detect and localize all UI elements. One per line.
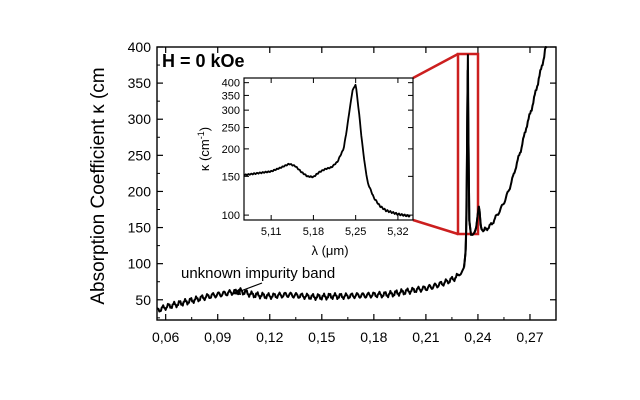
inset-x-tick-label: 5,18 <box>303 226 324 238</box>
main-x-tick-label: 0,12 <box>256 329 283 345</box>
inset-x-axis-label: λ (μm) <box>311 243 348 258</box>
main-x-tick-label: 0,24 <box>464 329 491 345</box>
main-y-tick-label: 350 <box>128 75 152 91</box>
zoom-connector-bottom <box>412 218 459 236</box>
inset-plot-frame <box>243 77 414 221</box>
main-y-tick-label: 100 <box>128 256 152 272</box>
inset-y-tick-label: 300 <box>222 105 240 117</box>
main-plot-frame <box>156 46 557 321</box>
main-x-tick-label: 0,15 <box>308 329 335 345</box>
main-y-tick-label: 400 <box>128 39 152 55</box>
main-y-tick-label: 200 <box>128 183 152 199</box>
impurity-band-annotation: unknown impurity band <box>181 265 335 282</box>
main-x-tick-label: 0,09 <box>204 329 231 345</box>
main-sharp-peak <box>463 54 486 268</box>
inset-y-tick-label: 350 <box>222 90 240 102</box>
main-y-tick-label: 250 <box>128 147 152 163</box>
inset-x-tick-label: 5,11 <box>261 226 282 238</box>
zoom-region-box <box>456 52 480 236</box>
zoom-connector-top <box>412 52 459 80</box>
inset-x-tick-label: 5,25 <box>345 226 366 238</box>
annotation-arrow-line <box>237 282 263 293</box>
inset-series-line <box>243 83 411 218</box>
annotation-arrow-head <box>232 288 241 295</box>
main-ticks <box>157 46 556 320</box>
inset-y-tick-label: 100 <box>222 210 240 222</box>
main-y-tick-label: 150 <box>128 220 152 236</box>
main-y-axis-label: Absorption Coefficient κ (cm <box>88 67 109 304</box>
main-x-tick-label: 0,21 <box>412 329 439 345</box>
inset-ticks <box>244 78 413 220</box>
panel-title: H = 0 kOe <box>162 51 245 71</box>
main-tick-labels: 0,06 0,09 0,12 0,15 0,18 0,21 0,24 0,27 50 100 150… <box>128 39 544 345</box>
inset-y-tick-label: 200 <box>222 144 240 156</box>
main-x-tick-label: 0,27 <box>516 329 543 345</box>
inset-y-tick-label: 400 <box>222 78 240 90</box>
main-y-tick-label: 50 <box>135 292 151 308</box>
main-x-tick-label: 0,06 <box>152 329 179 345</box>
inset-y-tick-label: 250 <box>222 123 240 135</box>
inset-y-axis-label: κ (cm-1) <box>196 127 212 171</box>
inset-x-tick-label: 5,32 <box>387 226 408 238</box>
inset-y-tick-label: 150 <box>222 171 240 183</box>
main-x-tick-label: 0,18 <box>360 329 387 345</box>
main-y-tick-label: 300 <box>128 111 152 127</box>
